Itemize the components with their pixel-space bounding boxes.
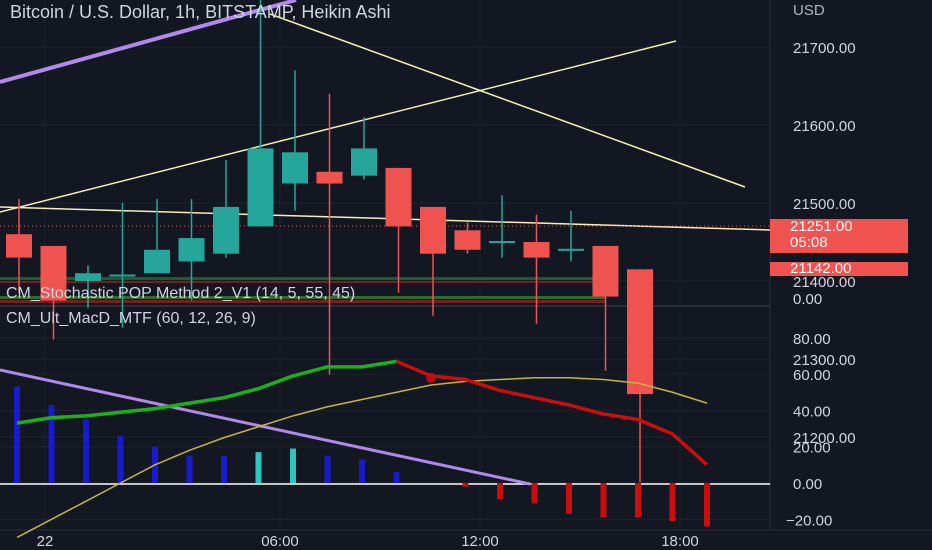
time-tick-label: 12:00 bbox=[461, 533, 499, 550]
time-tick-label: 22 bbox=[37, 533, 54, 550]
chart-title: Bitcoin / U.S. Dollar, 1h, BITSTAMP, Hei… bbox=[10, 2, 391, 22]
price-tick-label: 21200.00 bbox=[793, 430, 856, 447]
currency-label: USD bbox=[793, 2, 825, 19]
macd-histogram-bar bbox=[290, 448, 296, 483]
drawings bbox=[0, 0, 771, 486]
price-tick-label: 21500.00 bbox=[793, 196, 856, 213]
candle-body bbox=[592, 245, 619, 297]
axes: 21200.00 21300.00 21400.00 21500.00 21600.00… bbox=[37, 40, 856, 550]
macd-tick-label: 40.00 bbox=[793, 403, 831, 420]
candle-body bbox=[420, 206, 446, 254]
macd-line bbox=[16, 359, 397, 425]
candle-body bbox=[144, 249, 170, 274]
macd-histogram-bar bbox=[14, 386, 20, 483]
low-price-tag: 21142.00 bbox=[770, 260, 908, 277]
macd-tick-label: 80.00 bbox=[793, 331, 831, 348]
grid bbox=[0, 0, 932, 531]
macd-tick-label: 0.00 bbox=[793, 476, 822, 493]
candle-body bbox=[282, 152, 308, 184]
macd-histogram-bar bbox=[255, 452, 262, 483]
candle-body bbox=[40, 245, 67, 301]
macd-histogram-bar bbox=[635, 483, 641, 518]
countdown-value: 05:08 bbox=[790, 234, 828, 251]
macd-histogram-bar bbox=[531, 483, 538, 503]
candle-body bbox=[558, 248, 584, 251]
low-price-value: 21142.00 bbox=[790, 260, 852, 277]
trendline bbox=[269, 13, 746, 188]
macd-histogram-bar bbox=[462, 483, 469, 487]
time-tick-label: 06:00 bbox=[261, 533, 299, 550]
macd-tick-label: 60.00 bbox=[793, 367, 831, 384]
candle-body bbox=[523, 242, 550, 258]
macd-histogram-bar bbox=[117, 435, 124, 483]
candles bbox=[6, 0, 653, 483]
macd-histogram-bar bbox=[186, 455, 193, 483]
stoch-band-red bbox=[0, 281, 606, 283]
last-price-value: 21251.00 bbox=[790, 218, 853, 235]
channel-line bbox=[0, 368, 531, 486]
macd-histogram-bar bbox=[83, 419, 89, 483]
macd-histogram-bar bbox=[566, 483, 572, 514]
candle-body bbox=[454, 230, 481, 250]
candle-body bbox=[75, 273, 101, 281]
stoch-band-green bbox=[0, 296, 606, 299]
candle-body bbox=[6, 234, 32, 258]
candle-body bbox=[385, 167, 412, 227]
macd-tick-label: 20.00 bbox=[793, 440, 831, 457]
candle-body bbox=[489, 241, 515, 243]
trendline bbox=[0, 206, 771, 231]
macd-histogram-bar bbox=[600, 483, 607, 518]
candle-body bbox=[178, 238, 205, 262]
macd-histogram-bar bbox=[48, 404, 55, 483]
stoch-indicator-title[interactable]: CM_Stochastic POP Method 2_V1 (14, 5, 55… bbox=[6, 285, 356, 302]
trendline bbox=[0, 40, 677, 213]
last-price-tag: 21251.00 05:08 bbox=[770, 219, 908, 253]
macd-histogram-bar bbox=[497, 483, 503, 500]
macd-signal-line bbox=[16, 376, 708, 539]
macd-histogram-bar bbox=[669, 483, 676, 522]
candle-body bbox=[316, 171, 343, 184]
macd-histogram-bar bbox=[221, 455, 227, 483]
stoch-axis-value: 0.00 bbox=[793, 291, 823, 308]
macd-line bbox=[395, 359, 709, 467]
channel-line bbox=[0, 0, 297, 84]
price-tick-label: 21300.00 bbox=[793, 352, 856, 369]
macd-histogram-bar bbox=[324, 455, 331, 483]
candle-body bbox=[109, 274, 136, 277]
macd-pane bbox=[14, 359, 710, 539]
macd-histogram-bar bbox=[393, 472, 400, 483]
stoch-band-green bbox=[0, 277, 606, 280]
candle-body bbox=[247, 148, 274, 227]
candle-body bbox=[627, 269, 653, 395]
stoch-band-red bbox=[0, 300, 606, 303]
macd-histogram-bar bbox=[704, 483, 710, 527]
candle-body bbox=[213, 206, 239, 254]
price-tick-label: 21400.00 bbox=[793, 274, 856, 291]
macd-cross-dot bbox=[426, 372, 436, 383]
macd-tick-label: −20.00 bbox=[786, 512, 832, 529]
price-tick-label: 21700.00 bbox=[793, 40, 856, 57]
macd-histogram-bar bbox=[359, 459, 365, 483]
price-tick-label: 21600.00 bbox=[793, 118, 856, 135]
macd-indicator-title[interactable]: CM_Ult_MacD_MTF (60, 12, 26, 9) bbox=[6, 310, 256, 327]
candle-body bbox=[351, 148, 377, 176]
time-tick-label: 18:00 bbox=[661, 533, 699, 550]
